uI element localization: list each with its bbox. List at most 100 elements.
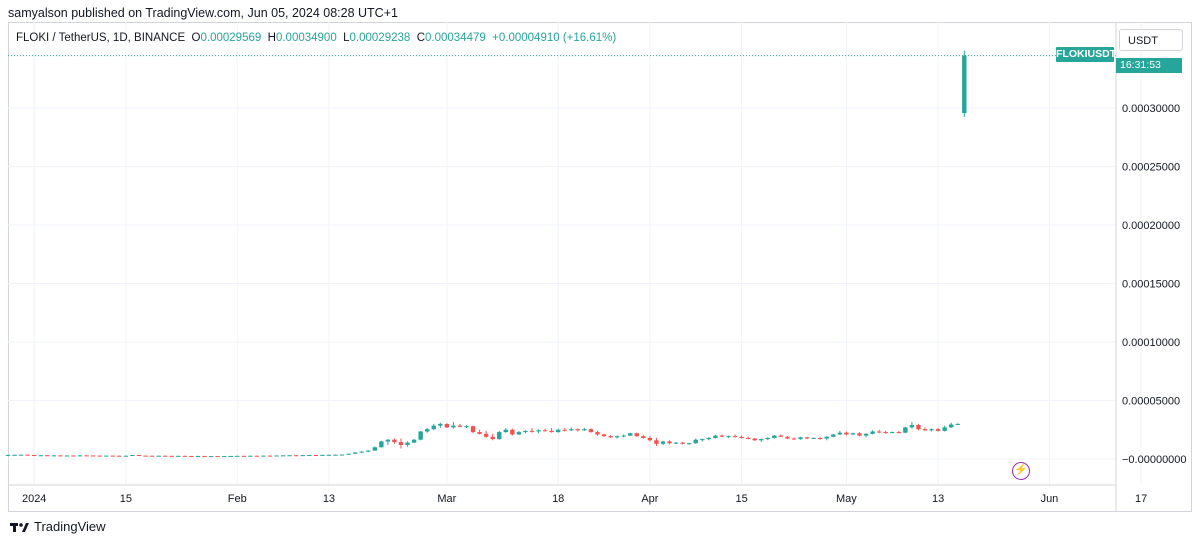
legend-close: 0.00034479 [425,32,486,44]
candle [785,436,790,440]
candle-body [765,437,770,440]
candle-body [5,454,11,456]
price-tick-label: 0.00020000 [1122,220,1180,232]
candle [726,435,731,438]
candle [909,422,915,429]
candle-body [621,435,626,437]
candle-body [490,436,495,440]
candle-body [732,436,738,438]
candle-body [45,455,50,457]
candle-body [320,454,325,456]
candle [798,436,803,440]
candle [32,454,37,457]
candle [12,454,17,456]
candle [765,437,770,441]
candle-body [405,442,410,445]
candle-body [294,455,299,457]
candle-body [916,425,921,430]
candle-body [778,435,784,437]
candle-body [542,430,548,432]
candle [890,431,895,434]
candle [189,455,194,457]
candle [483,430,489,438]
time-tick-label: 15 [120,493,132,505]
candle-body [850,433,856,435]
candle [778,434,784,438]
price-tick-label: 0.00030000 [1122,103,1180,115]
candle-body [182,455,188,457]
candle-body [569,429,574,431]
candle [831,433,836,438]
candle [549,427,554,433]
candle-body [660,441,666,444]
candle-body [483,433,489,437]
candle [732,434,738,438]
candle-body [955,423,960,425]
candle [18,454,24,456]
candle [117,455,122,457]
currency-selector[interactable]: USDT [1119,29,1183,51]
candle-body [77,455,83,457]
candle-body [64,455,70,457]
candle-body [942,427,947,431]
candle [313,454,319,457]
candle [673,442,679,445]
candle-body [523,430,528,433]
tradingview-logo-icon [10,522,29,532]
time-tick-label: 17 [1135,493,1147,505]
candle-body [464,426,469,428]
candle-body [398,442,404,445]
candle-body [824,436,829,439]
candle [556,428,561,433]
candle [425,427,430,433]
candle [529,427,535,433]
candle [149,455,155,457]
candle-body [949,424,954,428]
candle [261,455,266,457]
candle-body [745,437,751,439]
candle-body [215,456,220,458]
candle [667,440,672,445]
candle-body [261,455,266,457]
candle [759,438,764,443]
publisher-caption: samyalson published on TradingView.com, … [8,6,398,20]
candle [647,436,653,442]
candle-body [431,425,436,430]
candle-body [929,429,934,431]
candle [71,455,76,457]
candle-body [595,432,600,435]
candle-body [241,455,246,457]
candle [870,430,875,435]
candle-body [392,439,397,443]
candle [110,455,115,457]
candle [700,438,705,442]
candle-body [300,455,305,457]
legend-high: 0.00034900 [275,32,337,44]
candle [379,440,384,448]
candle [228,455,233,457]
candle [876,429,882,434]
candle-body [176,455,181,457]
candle-body [359,451,364,453]
candle [614,435,620,439]
candle-body [307,455,312,457]
price-tick-label: 0.00005000 [1122,396,1180,408]
time-tick-label: 15 [735,493,747,505]
candle-body [503,429,508,433]
candle [235,455,240,457]
candle-body [25,454,30,456]
legend-change: +0.00004910 (+16.61%) [492,32,617,44]
candle [706,437,712,441]
candle-body [366,450,371,452]
candle-body [772,435,777,438]
candle-body [831,434,836,437]
candle [929,428,934,432]
candle [280,455,286,457]
candle [366,450,371,453]
lightning-icon[interactable]: ⚡ [1012,462,1030,480]
candle-body [818,437,823,439]
candle-body [647,437,653,441]
candle-body [673,442,679,444]
candle [660,440,666,445]
